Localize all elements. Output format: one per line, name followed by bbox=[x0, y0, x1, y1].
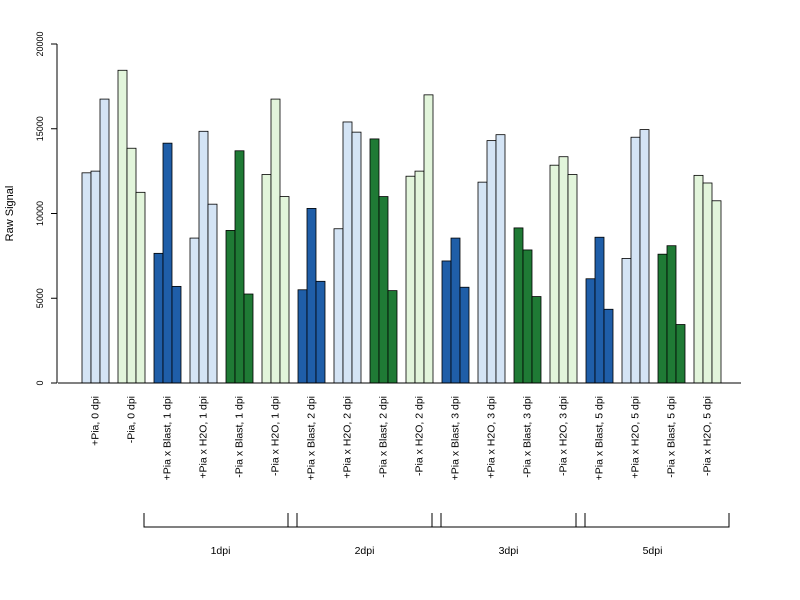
category-label: -Pia x Blast, 5 dpi bbox=[666, 396, 678, 478]
bar bbox=[405, 175, 416, 384]
bar bbox=[162, 142, 173, 384]
group-bracket bbox=[287, 513, 442, 528]
y-ticks-layer: 0 5000 10000 15000 20000 bbox=[35, 31, 57, 386]
bar bbox=[387, 290, 398, 384]
group-brackets-layer: 1dpi 2dpi 3dpi 5dpi bbox=[143, 513, 730, 557]
bar bbox=[270, 98, 281, 384]
bar bbox=[522, 249, 533, 384]
bar bbox=[711, 200, 722, 384]
bar bbox=[495, 134, 506, 384]
bar bbox=[414, 170, 425, 384]
group-bracket bbox=[575, 513, 730, 528]
bar bbox=[153, 252, 164, 384]
category-label: +Pia, 0 dpi bbox=[90, 396, 102, 446]
bar bbox=[198, 130, 209, 384]
bar bbox=[702, 182, 713, 384]
bar bbox=[558, 156, 569, 384]
group-bracket bbox=[431, 513, 586, 528]
bar bbox=[603, 308, 614, 384]
group-label: 3dpi bbox=[499, 545, 519, 557]
y-tick-label: 20000 bbox=[35, 31, 45, 56]
y-tick-label: 0 bbox=[35, 380, 45, 385]
bar bbox=[531, 296, 542, 384]
bar bbox=[441, 260, 452, 384]
bar bbox=[207, 203, 218, 384]
category-label: -Pia x Blast, 1 dpi bbox=[234, 396, 246, 478]
bar bbox=[189, 237, 200, 384]
category-label: -Pia x H2O, 3 dpi bbox=[558, 396, 570, 476]
bar bbox=[234, 150, 245, 384]
bar bbox=[261, 174, 272, 384]
bar bbox=[423, 94, 434, 384]
bar bbox=[171, 285, 182, 384]
bar bbox=[225, 230, 236, 384]
bar bbox=[450, 237, 461, 384]
bar bbox=[243, 293, 254, 384]
bar bbox=[666, 245, 677, 384]
category-label: -Pia, 0 dpi bbox=[126, 396, 138, 443]
category-label: +Pia x H2O, 3 dpi bbox=[486, 396, 498, 479]
bar bbox=[513, 227, 524, 384]
category-label: +Pia x Blast, 1 dpi bbox=[162, 396, 174, 480]
group-label: 5dpi bbox=[643, 545, 663, 557]
bar bbox=[639, 129, 650, 384]
y-tick-label: 15000 bbox=[35, 116, 45, 141]
bar bbox=[351, 131, 362, 384]
bar bbox=[630, 136, 641, 384]
bar bbox=[585, 278, 596, 384]
bar bbox=[297, 289, 308, 384]
bar bbox=[567, 174, 578, 384]
category-label: -Pia x H2O, 2 dpi bbox=[414, 396, 426, 476]
category-label: +Pia x H2O, 5 dpi bbox=[630, 396, 642, 479]
category-label: +Pia x Blast, 3 dpi bbox=[450, 396, 462, 480]
bar bbox=[549, 164, 560, 384]
bar bbox=[306, 208, 317, 384]
bar bbox=[90, 170, 101, 384]
bar bbox=[99, 98, 110, 384]
bar bbox=[369, 138, 380, 384]
y-axis-title: Raw Signal bbox=[4, 186, 16, 242]
bar bbox=[81, 172, 92, 384]
bar bbox=[693, 174, 704, 384]
group-label: 2dpi bbox=[355, 545, 375, 557]
bar bbox=[126, 147, 137, 384]
y-tick-label: 10000 bbox=[35, 201, 45, 226]
bar bbox=[459, 286, 470, 384]
y-tick-label: 5000 bbox=[35, 288, 45, 308]
category-label: -Pia x H2O, 1 dpi bbox=[270, 396, 282, 476]
bar bbox=[486, 140, 497, 384]
bar bbox=[333, 228, 344, 384]
bar bbox=[315, 280, 326, 384]
bar bbox=[342, 121, 353, 384]
category-label: -Pia x H2O, 5 dpi bbox=[702, 396, 714, 476]
bar bbox=[594, 236, 605, 384]
bar bbox=[477, 181, 488, 384]
group-bracket bbox=[143, 513, 298, 528]
bar bbox=[279, 196, 290, 384]
bar bbox=[675, 324, 686, 384]
category-label: +Pia x H2O, 1 dpi bbox=[198, 396, 210, 479]
category-label: +Pia x Blast, 2 dpi bbox=[306, 396, 318, 480]
group-label: 1dpi bbox=[211, 545, 231, 557]
bar bbox=[135, 191, 146, 384]
bars-layer bbox=[81, 69, 722, 384]
category-label: +Pia x H2O, 2 dpi bbox=[342, 396, 354, 479]
bar bbox=[657, 253, 668, 384]
category-label: -Pia x Blast, 3 dpi bbox=[522, 396, 534, 478]
category-labels-layer: +Pia, 0 dpi -Pia, 0 dpi +Pia x Blast, 1 dp… bbox=[90, 396, 714, 480]
bar bbox=[378, 196, 389, 384]
bar bbox=[117, 69, 128, 384]
bar bbox=[621, 258, 632, 384]
category-label: +Pia x Blast, 5 dpi bbox=[594, 396, 606, 480]
category-label: -Pia x Blast, 2 dpi bbox=[378, 396, 390, 478]
